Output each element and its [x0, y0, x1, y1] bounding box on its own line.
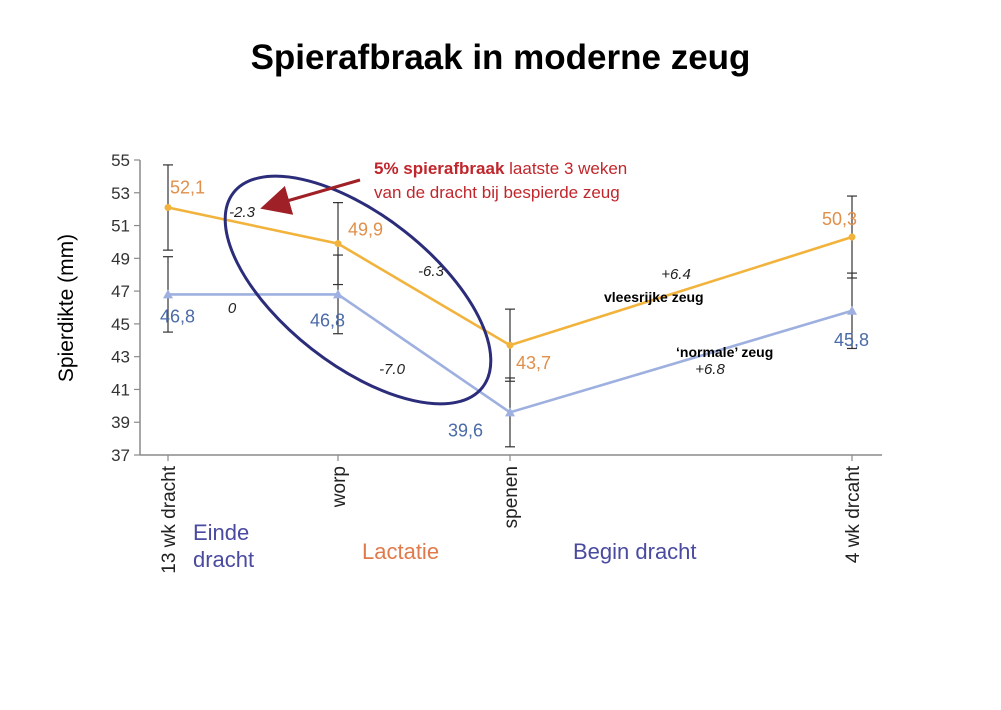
- data-point: [164, 204, 172, 212]
- data-label: 39,6: [448, 420, 483, 440]
- annotation-rest: laatste 3 weken: [504, 159, 627, 178]
- y-tick-label: 45: [111, 315, 130, 334]
- data-label: 49,9: [348, 220, 383, 240]
- data-point: [506, 341, 514, 349]
- y-tick-label: 39: [111, 413, 130, 432]
- data-label: 52,1: [170, 178, 205, 198]
- change-label-vleesrijke-2: -6.3: [418, 263, 445, 280]
- change-label-vleesrijke-1: -2.3: [229, 204, 256, 221]
- change-label-normale-3: +6.8: [695, 361, 725, 378]
- phase-label: Einde dracht: [193, 520, 254, 572]
- annotation-bold: 5% spierafbraak: [374, 159, 505, 178]
- annotation-text-line1: 5% spierafbraak laatste 3 weken: [374, 159, 627, 178]
- x-tick-label: spenen: [501, 466, 522, 528]
- data-point: [505, 407, 515, 417]
- data-label: 46,8: [160, 306, 195, 326]
- y-axis-label: Spierdikte (mm): [55, 234, 78, 382]
- series-name-normale: ‘normale’ zeug: [676, 344, 773, 360]
- data-point: [163, 289, 173, 299]
- y-tick-label: 37: [111, 446, 130, 465]
- data-point: [848, 233, 856, 241]
- data-point: [333, 289, 343, 299]
- phase-label: Begin dracht: [573, 539, 697, 564]
- highlight-ellipse: [223, 174, 493, 406]
- x-tick-label: worp: [329, 466, 350, 508]
- y-tick-label: 51: [111, 217, 130, 236]
- change-label-normale-1: 0: [228, 300, 237, 317]
- change-label-vleesrijke-3: +6.4: [661, 266, 691, 283]
- y-tick-label: 55: [111, 151, 130, 170]
- data-label: 45,8: [834, 330, 869, 350]
- y-tick-label: 47: [111, 282, 130, 301]
- data-label: 46,8: [310, 310, 345, 330]
- y-tick-label: 49: [111, 249, 130, 268]
- y-tick-label: 43: [111, 348, 130, 367]
- y-tick-label: 41: [111, 380, 130, 399]
- phase-label: Lactatie: [362, 539, 439, 564]
- series-line: [168, 293, 853, 414]
- data-point: [334, 240, 342, 248]
- x-tick-label: 13 wk dracht: [159, 465, 180, 573]
- change-label-normale-2: -7.0: [379, 361, 406, 378]
- data-label: 50,3: [822, 209, 857, 229]
- annotation-text-line2: van de dracht bij bespierde zeug: [374, 183, 620, 202]
- series-name-vleesrijke: vleesrijke zeug: [604, 289, 704, 305]
- annotation-arrow: [260, 178, 361, 215]
- y-tick-label: 53: [111, 184, 130, 203]
- data-label: 43,7: [516, 353, 551, 373]
- series-line: [167, 206, 853, 347]
- data-point: [847, 305, 857, 315]
- x-tick-label: 4 wk drcaht: [843, 465, 864, 563]
- chart-title: Spierafbraak in moderne zeug: [250, 38, 751, 77]
